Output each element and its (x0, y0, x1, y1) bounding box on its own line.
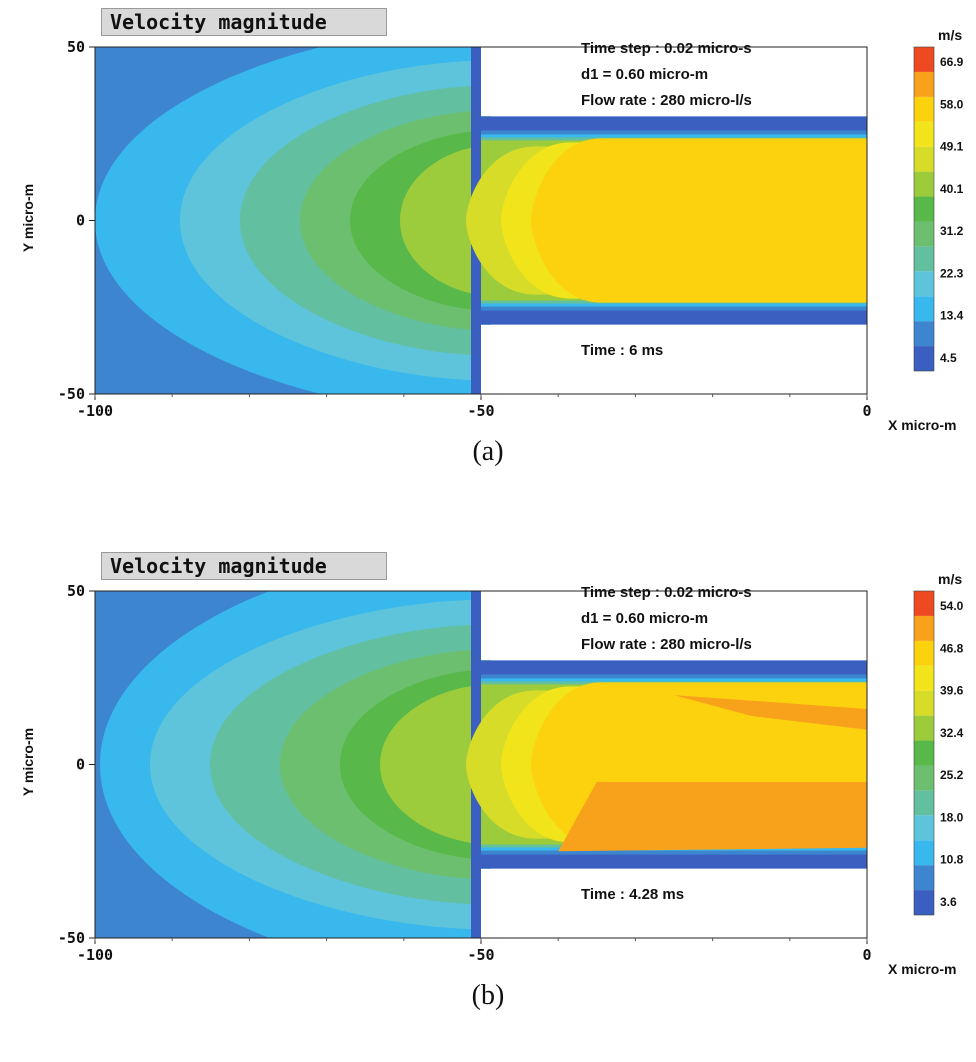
colorbar-swatch (914, 815, 934, 841)
colorbar-swatch (914, 47, 934, 72)
colorbar-swatch (914, 296, 934, 322)
colorbar-swatch (914, 690, 934, 716)
flow-rate-label-b: Flow rate : 280 micro-l/s (581, 636, 752, 653)
y-tick-label: 50 (67, 38, 85, 56)
colorbar-tick-label: 22.3 (940, 266, 964, 280)
colorbar-tick-label: 49.1 (940, 140, 964, 154)
colorbar-swatch (914, 321, 934, 347)
time-step-label-a: Time step : 0.02 micro-s (581, 40, 752, 57)
colorbar-swatch (914, 346, 934, 371)
contour-band (380, 684, 491, 845)
caption-b: (b) (471, 980, 505, 1011)
colorbar-swatch (914, 840, 934, 866)
d1-label-b: d1 = 0.60 micro-m (581, 610, 709, 627)
colorbar-tick-label: 66.9 (940, 55, 964, 69)
colorbar-tick-label: 40.1 (940, 182, 964, 196)
contour-band (674, 695, 867, 730)
colorbar-swatch (914, 221, 934, 247)
y-tick-label: 50 (67, 582, 85, 600)
colorbar-swatch (914, 121, 934, 147)
colorbar-swatch (914, 615, 934, 641)
x-axis-label-b: X micro-m (888, 961, 957, 977)
time-step-label-b: Time step : 0.02 micro-s (581, 584, 752, 601)
colorbar-swatch (914, 640, 934, 666)
colorbar-swatch (914, 765, 934, 791)
contour-field (95, 591, 867, 938)
colorbar-tick-label: 4.5 (940, 351, 957, 365)
plot-title-b: Velocity magnitude (101, 552, 387, 580)
y-tick-label: -50 (58, 929, 85, 947)
flow-rate-label-a: Flow rate : 280 micro-l/s (581, 92, 752, 109)
contour-band (400, 145, 491, 296)
colorbar-swatch (914, 96, 934, 122)
colorbar-swatch (914, 171, 934, 197)
panel-b: -100 -50 0 50 0 -50 54.0 46.8 39.6 32.4 25.2 18.0 10… (0, 544, 976, 1062)
colorbar-swatch (914, 146, 934, 172)
plot-svg-b: -100 -50 0500-5054.046.839.632.425.218.010… (58, 582, 964, 964)
x-axis-label-a: X micro-m (888, 417, 957, 433)
y-tick-label: -50 (58, 385, 85, 403)
colorbar-tick-label: 46.8 (940, 641, 964, 655)
colorbar-tick-label: 18.0 (940, 810, 964, 824)
colorbar-tick-label: 32.4 (940, 726, 964, 740)
colorbar-tick-label: 3.6 (940, 895, 957, 909)
x-tick-label: 0 (862, 402, 871, 420)
colorbar-unit-a: m/s (938, 27, 963, 43)
colorbar-swatch (914, 246, 934, 272)
time-label-b: Time : 4.28 ms (581, 886, 685, 903)
contour-band (531, 138, 867, 303)
colorbar-frame (913, 46, 935, 372)
x-tick-label: 0 (862, 946, 871, 964)
x-tick-label: -50 (467, 946, 494, 964)
y-tick-label: 0 (76, 756, 85, 774)
colorbar-tick-label: 58.0 (940, 97, 964, 111)
y-axis-label-b: Y micro-m (20, 727, 36, 797)
colorbar-swatch (914, 196, 934, 222)
x-tick-label: -100 (77, 402, 113, 420)
colorbar-swatch (914, 591, 934, 616)
colorbar-swatch (914, 665, 934, 691)
plot-title-a: Velocity magnitude (101, 8, 387, 36)
plot-svg-a: -100 -50 0500-5066.958.049.140.131.222.313… (58, 38, 964, 420)
d1-label-a: d1 = 0.60 micro-m (581, 66, 709, 83)
x-tick-label: -100 (77, 946, 113, 964)
colorbar-tick-label: 39.6 (940, 684, 964, 698)
panel-a: -100 -50 0 50 0 -50 66.9 58.0 49.1 40.1 31.2 22.3 13… (0, 0, 976, 518)
colorbar-tick-label: 25.2 (940, 768, 964, 782)
y-axis-label-a: Y micro-m (20, 183, 36, 253)
colorbar-tick-label: 54.0 (940, 599, 964, 613)
colorbar-tick-label: 10.8 (940, 853, 964, 867)
colorbar-unit-b: m/s (938, 571, 963, 587)
x-tick-label: -50 (467, 402, 494, 420)
colorbar-swatch (914, 865, 934, 891)
caption-a: (a) (472, 436, 504, 467)
colorbar-tick-label: 13.4 (940, 309, 964, 323)
colorbar-swatch (914, 890, 934, 915)
colorbar-frame (913, 590, 935, 916)
time-label-a: Time : 6 ms (581, 342, 664, 359)
colorbar-swatch (914, 271, 934, 297)
contour-field (95, 47, 867, 394)
colorbar-tick-label: 31.2 (940, 224, 964, 238)
contour-band (558, 781, 867, 852)
colorbar-swatch (914, 740, 934, 766)
colorbar-swatch (914, 790, 934, 816)
y-tick-label: 0 (76, 212, 85, 230)
colorbar-swatch (914, 715, 934, 741)
colorbar-swatch (914, 71, 934, 97)
